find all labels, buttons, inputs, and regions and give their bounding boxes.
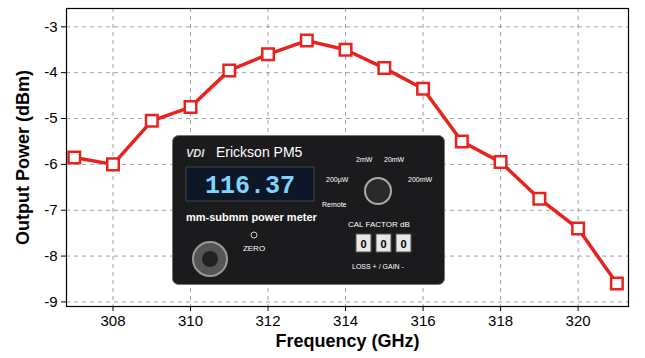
svg-text:116.37: 116.37 xyxy=(205,172,295,201)
svg-text:Remote: Remote xyxy=(322,201,347,208)
svg-text:310: 310 xyxy=(178,312,203,329)
svg-text:-4: -4 xyxy=(44,63,57,80)
svg-text:-6: -6 xyxy=(44,155,57,172)
svg-text:Erickson PM5: Erickson PM5 xyxy=(216,144,303,160)
svg-text:-5: -5 xyxy=(44,109,57,126)
svg-text:VDI: VDI xyxy=(186,147,205,159)
svg-text:312: 312 xyxy=(256,312,281,329)
svg-text:-3: -3 xyxy=(44,18,57,35)
svg-text:-8: -8 xyxy=(44,247,57,264)
svg-text:LOSS + / GAIN -: LOSS + / GAIN - xyxy=(352,263,405,270)
svg-text:200μW: 200μW xyxy=(326,176,349,184)
svg-text:200mW: 200mW xyxy=(408,176,433,183)
svg-text:20mW: 20mW xyxy=(384,156,405,163)
svg-text:320: 320 xyxy=(566,312,591,329)
svg-text:316: 316 xyxy=(411,312,436,329)
svg-text:0: 0 xyxy=(360,238,366,250)
svg-text:-9: -9 xyxy=(44,293,57,310)
svg-text:Output Power (dBm): Output Power (dBm) xyxy=(13,70,33,245)
svg-text:CAL FACTOR dB: CAL FACTOR dB xyxy=(348,220,410,229)
svg-text:-7: -7 xyxy=(44,201,57,218)
svg-text:0: 0 xyxy=(400,238,406,250)
svg-text:2mW: 2mW xyxy=(356,156,373,163)
svg-text:308: 308 xyxy=(100,312,125,329)
svg-text:ZERO: ZERO xyxy=(243,244,265,253)
svg-text:314: 314 xyxy=(333,312,358,329)
svg-text:318: 318 xyxy=(488,312,513,329)
svg-text:mm-submm power meter: mm-submm power meter xyxy=(186,211,318,223)
svg-text:Frequency (GHz): Frequency (GHz) xyxy=(275,331,419,351)
svg-text:0: 0 xyxy=(380,238,386,250)
